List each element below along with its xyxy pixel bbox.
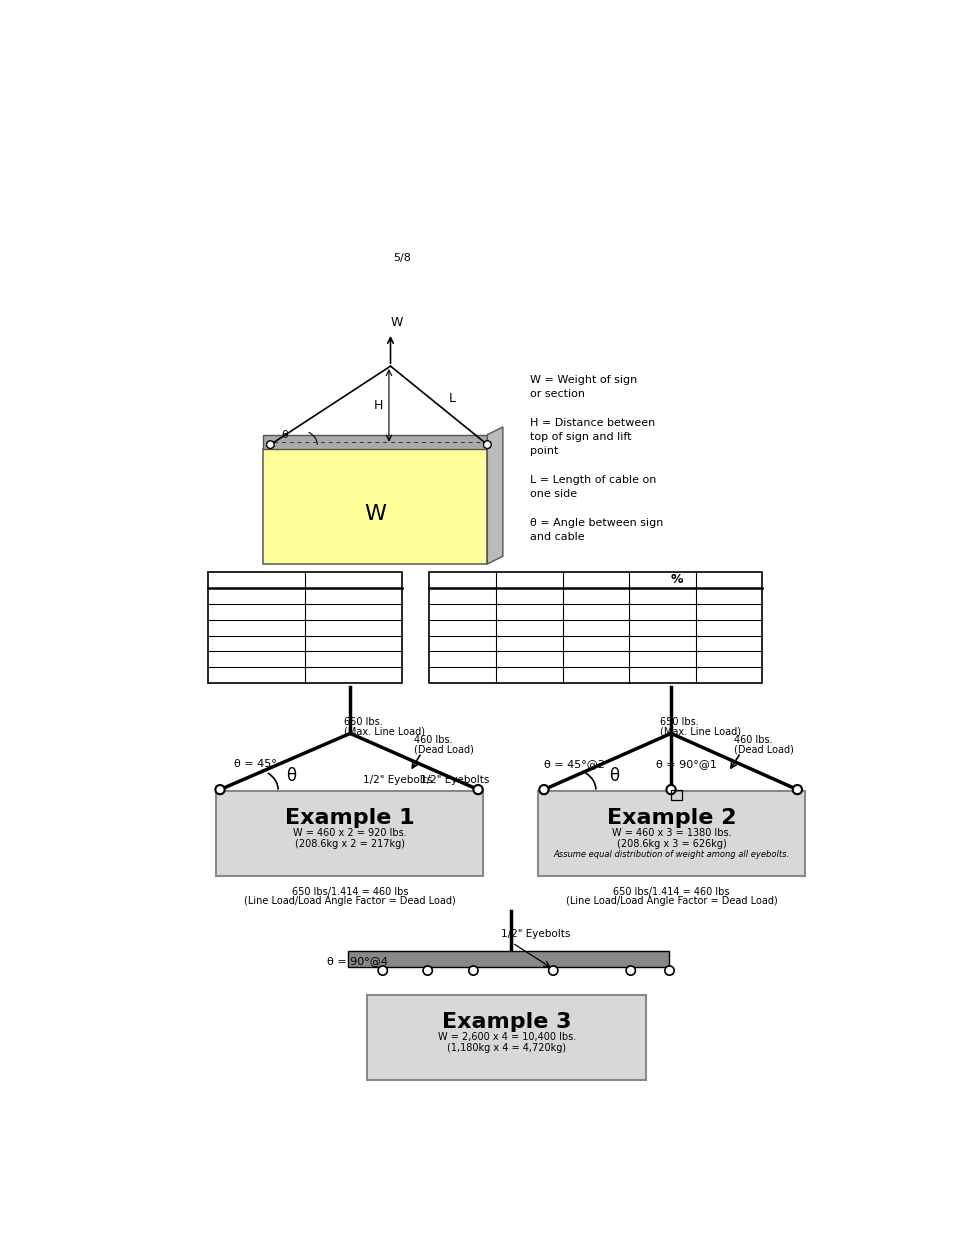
Bar (216, 792, 483, 876)
Text: θ = Angle between sign
and cable: θ = Angle between sign and cable (530, 517, 662, 542)
Text: 460 lbs.: 460 lbs. (733, 735, 772, 745)
Bar (208, 572, 402, 683)
Text: θ = 90°@4: θ = 90°@4 (327, 956, 388, 966)
Text: 460 lbs.: 460 lbs. (414, 735, 452, 745)
Text: 1/2" Eyebolts: 1/2" Eyebolts (363, 774, 433, 784)
Bar (670, 789, 681, 800)
Text: θ = 90°@1: θ = 90°@1 (656, 760, 717, 769)
Text: (208.6kg x 3 = 626kg): (208.6kg x 3 = 626kg) (616, 839, 725, 848)
Text: Example 3: Example 3 (441, 1013, 571, 1032)
Text: (Dead Load): (Dead Load) (733, 745, 793, 755)
Text: θ = 45°@2: θ = 45°@2 (543, 760, 604, 769)
Circle shape (266, 441, 274, 448)
Circle shape (792, 785, 801, 794)
Text: H: H (374, 399, 383, 412)
Text: θ: θ (286, 767, 296, 784)
Circle shape (664, 966, 674, 976)
Text: (208.6kg x 2 = 217kg): (208.6kg x 2 = 217kg) (294, 839, 404, 848)
Circle shape (483, 441, 491, 448)
Text: 650 lbs.: 650 lbs. (659, 718, 699, 727)
Text: (Line Load/Load Angle Factor = Dead Load): (Line Load/Load Angle Factor = Dead Load… (244, 895, 456, 905)
Text: θ = 45°: θ = 45° (233, 760, 276, 769)
Circle shape (473, 785, 482, 794)
Text: 5/8: 5/8 (393, 253, 411, 263)
Text: 1/2" Eyebolts: 1/2" Eyebolts (420, 774, 489, 784)
Text: L = Length of cable on
one side: L = Length of cable on one side (530, 475, 656, 499)
Text: W = 460 x 2 = 920 lbs.: W = 460 x 2 = 920 lbs. (293, 829, 406, 839)
Text: %: % (670, 573, 682, 587)
Polygon shape (487, 427, 502, 564)
Text: W = 460 x 3 = 1380 lbs.: W = 460 x 3 = 1380 lbs. (611, 829, 731, 839)
Text: Example 1: Example 1 (285, 808, 415, 829)
Circle shape (666, 785, 675, 794)
Text: (1,180kg x 4 = 4,720kg): (1,180kg x 4 = 4,720kg) (447, 1042, 566, 1053)
Bar (262, 448, 487, 564)
Text: 650 lbs/1.414 = 460 lbs: 650 lbs/1.414 = 460 lbs (292, 887, 408, 897)
Text: (Max. Line Load): (Max. Line Load) (659, 726, 740, 736)
Circle shape (422, 966, 432, 976)
Text: W: W (364, 504, 386, 524)
Text: (Max. Line Load): (Max. Line Load) (344, 726, 424, 736)
Bar (429, 572, 761, 683)
Circle shape (625, 966, 635, 976)
Bar (348, 951, 669, 967)
Circle shape (468, 966, 477, 976)
Text: 650 lbs/1.414 = 460 lbs: 650 lbs/1.414 = 460 lbs (613, 887, 729, 897)
Text: Example 2: Example 2 (606, 808, 736, 829)
Text: W = 2,600 x 4 = 10,400 lbs.: W = 2,600 x 4 = 10,400 lbs. (437, 1032, 576, 1042)
Text: (Line Load/Load Angle Factor = Dead Load): (Line Load/Load Angle Factor = Dead Load… (565, 895, 777, 905)
Text: 650 lbs.: 650 lbs. (344, 718, 382, 727)
Text: L: L (449, 391, 456, 405)
Text: (Dead Load): (Dead Load) (414, 745, 473, 755)
Bar (537, 792, 804, 876)
Circle shape (377, 966, 387, 976)
Text: H = Distance between
top of sign and lift
point: H = Distance between top of sign and lif… (530, 417, 655, 456)
Circle shape (215, 785, 224, 794)
Bar (262, 435, 487, 448)
Text: W: W (390, 316, 402, 330)
Bar (367, 995, 645, 1079)
Text: θ: θ (608, 767, 618, 784)
Text: 1/2" Eyebolts: 1/2" Eyebolts (500, 929, 569, 939)
Text: Assume equal distribution of weight among all eyebolts.: Assume equal distribution of weight amon… (553, 850, 789, 858)
Circle shape (538, 785, 548, 794)
Circle shape (548, 966, 558, 976)
Text: W = Weight of sign
or section: W = Weight of sign or section (530, 375, 637, 399)
Text: θ: θ (281, 430, 288, 440)
